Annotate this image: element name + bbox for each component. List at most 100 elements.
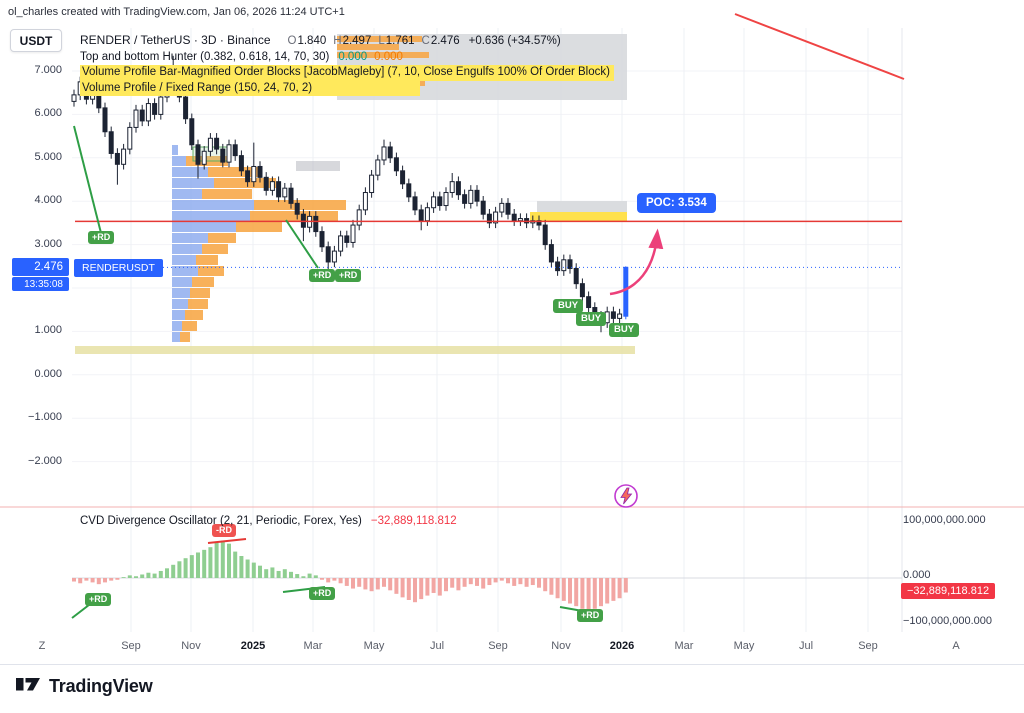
histogram-bar [419, 578, 424, 600]
candle-body [468, 189, 474, 204]
indicator-legend-vp-order-blocks[interactable]: Volume Profile Bar-Magnified Order Block… [80, 65, 614, 81]
candle-body [517, 218, 523, 222]
candle-body [586, 296, 592, 309]
volume-profile-bar [172, 288, 190, 298]
volume-profile-bar [172, 200, 254, 210]
histogram-bar [530, 578, 535, 586]
histogram-bar [202, 549, 207, 578]
volume-profile-bar [188, 299, 208, 309]
histogram-bar [152, 573, 157, 578]
price-axis-label: 5.000 [34, 150, 62, 163]
candle-body [201, 150, 207, 165]
candle-body [145, 103, 151, 122]
drawings-layer [0, 13, 1024, 619]
poc-label: POC: 3.534 [637, 193, 716, 213]
candle-body [139, 109, 145, 122]
candle-body [121, 148, 127, 165]
histogram-bar [487, 578, 492, 586]
histogram-bar [282, 569, 287, 578]
change-value: +0.636 (+34.57%) [468, 35, 561, 47]
volume-profile-bar [172, 266, 198, 276]
histogram-bar [165, 568, 169, 578]
candle-body [418, 209, 424, 222]
histogram-bar [326, 578, 331, 583]
candle-body [282, 187, 288, 198]
histogram-bar [586, 578, 591, 611]
histogram-bar [338, 578, 343, 584]
histogram-bar [605, 578, 610, 604]
cvd-indicator-legend[interactable]: CVD Divergence Oscillator (2, 21, Period… [80, 515, 457, 527]
candle-body [127, 126, 133, 150]
price-axis-label: 0.000 [34, 367, 62, 380]
time-axis-label: Jul [429, 640, 445, 652]
candle-body [412, 196, 418, 211]
histogram-bar [599, 578, 603, 607]
histogram-bar [84, 578, 89, 581]
histogram-bar [307, 573, 312, 578]
histogram-bar [251, 562, 256, 578]
volume-profile-bar [172, 299, 188, 309]
volume-profile-bar [208, 233, 236, 243]
tradingview-logo-icon[interactable] [16, 673, 42, 700]
histogram-bar [171, 564, 176, 578]
symbol-legend-row[interactable]: RENDER / TetherUS · 3D · Binance O1.840 H2… [80, 33, 614, 50]
open-label: O [287, 35, 297, 47]
histogram-bar [512, 578, 517, 586]
candle-body [189, 118, 195, 146]
low-label: L [378, 35, 385, 47]
histogram-bar [406, 578, 411, 600]
candle-body [462, 194, 468, 204]
candle-body [269, 181, 275, 191]
rd-marker: +RD [309, 587, 336, 600]
histogram-bar [115, 578, 120, 580]
indicator-legend-vp-fixed-range[interactable]: Volume Profile / Fixed Range (150, 24, 7… [80, 80, 421, 96]
indicator-legend-hunter[interactable]: Top and bottom Hunter (0.382, 0.618, 14,… [80, 50, 614, 66]
candle-body [276, 181, 282, 198]
low-value: 1.761 [385, 35, 415, 47]
time-axis-label: Nov [551, 640, 571, 652]
trend-line [73, 125, 102, 234]
candle-body [431, 196, 437, 209]
trend-line [734, 13, 905, 80]
volume-profile-bar [196, 255, 218, 265]
time-axis-label: Sep [488, 640, 508, 652]
histogram-bar [506, 578, 510, 584]
buy-marker: BUY [553, 299, 584, 313]
candle-body [548, 244, 554, 263]
candle-body [214, 137, 220, 150]
candle-body [313, 215, 319, 233]
candle-body [555, 261, 561, 272]
histogram-bar [239, 556, 244, 578]
candle-body [257, 165, 263, 178]
candle-body [505, 202, 511, 215]
histogram-bar [375, 578, 380, 590]
price-axis-label: 1.000 [34, 324, 62, 337]
volume-profile-bar [250, 211, 338, 221]
lightning-icon[interactable] [613, 483, 639, 509]
trend-line [207, 538, 247, 544]
candle-body [381, 146, 387, 161]
trend-line [285, 219, 319, 269]
histogram-bar [332, 578, 337, 581]
candle-body [375, 159, 381, 176]
candle-body [158, 96, 164, 115]
histogram-bar [431, 578, 436, 593]
rd-marker: +RD [309, 269, 336, 282]
candle-body [288, 187, 294, 204]
close-value: 2.476 [430, 35, 460, 47]
histogram-bar [549, 578, 554, 595]
histogram-bar [394, 578, 399, 594]
histogram-bar [537, 578, 541, 588]
currency-toggle-button[interactable]: USDT [10, 29, 62, 52]
brand-name[interactable]: TradingView [49, 676, 153, 696]
candle-body [623, 266, 629, 317]
histogram-bar [561, 578, 566, 601]
candle-body [393, 157, 399, 172]
histogram-bar [96, 578, 101, 585]
histogram-bar [320, 578, 324, 580]
candle-body [424, 207, 430, 222]
histogram-bar [413, 578, 417, 603]
order-block-bar [337, 44, 399, 50]
histogram-bar [78, 578, 83, 584]
